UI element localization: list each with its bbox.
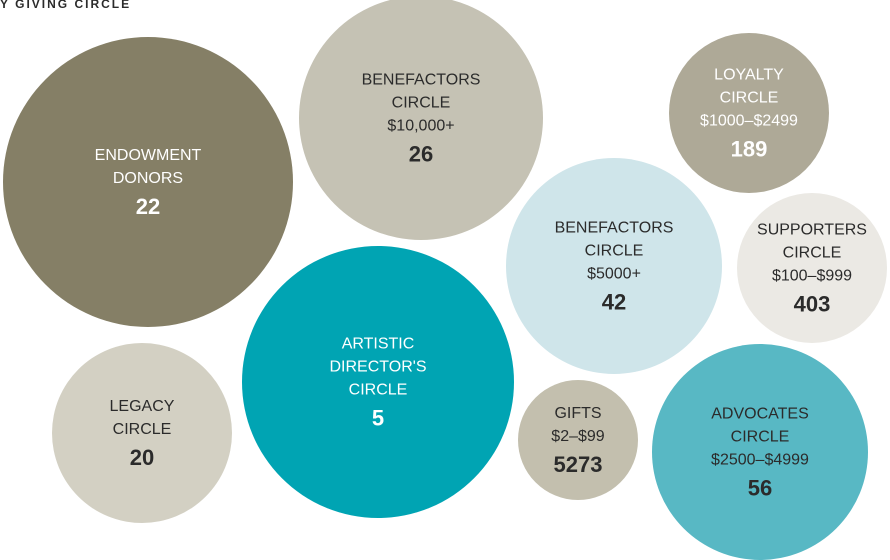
bubble-circle [242,246,514,518]
bubble-label: DIRECTOR'S [330,359,427,376]
bubble-label: LEGACY [110,398,175,415]
bubble-label: ENDOWMENT [95,147,202,164]
bubble-label: CIRCLE [349,382,408,399]
bubble: BENEFACTORS CIRCLE $5000+ 42 [506,158,722,374]
bubble-label: GIFTS [554,405,601,422]
bubble-label: $5000+ [587,266,641,283]
bubble: LEGACY CIRCLE 20 [52,343,232,523]
bubble-count: 42 [602,289,626,314]
bubble-count: 403 [794,291,831,316]
bubble-label: CIRCLE [585,243,644,260]
bubble: LOYALTY CIRCLE $1000–$2499 189 [669,33,829,193]
bubble-count: 189 [731,136,768,161]
bubble-circle [3,37,293,327]
bubble-label: CIRCLE [113,421,172,438]
bubble: SUPPORTERS CIRCLE $100–$999 403 [737,193,887,343]
bubble-count: 56 [748,475,772,500]
bubble-count: 22 [136,194,160,219]
title: Y GIVING CIRCLE [0,0,131,11]
bubble-label: ADVOCATES [711,406,809,423]
bubble: BENEFACTORS CIRCLE $10,000+ 26 [299,0,543,240]
bubble-label: $2500–$4999 [711,452,809,469]
bubble-label: ARTISTIC [342,336,415,353]
bubble-label: $10,000+ [387,118,454,135]
bubble: GIFTS $2–$99 5273 [518,380,638,500]
bubble-label: SUPPORTERS [757,222,867,239]
bubble-label: CIRCLE [720,90,779,107]
bubble: ADVOCATES CIRCLE $2500–$4999 56 [652,344,868,560]
bubble: ENDOWMENT DONORS 22 [3,37,293,327]
bubble-label: CIRCLE [392,95,451,112]
bubble-label: LOYALTY [714,67,784,84]
bubble-circle [299,0,543,240]
bubble: ARTISTIC DIRECTOR'S CIRCLE 5 [242,246,514,518]
bubble-label: $1000–$2499 [700,113,798,130]
bubble-label: $100–$999 [772,268,852,285]
bubble-circle [52,343,232,523]
bubble-circle [518,380,638,500]
bubble-label: CIRCLE [731,429,790,446]
bubble-label: BENEFACTORS [362,72,481,89]
bubble-circle [737,193,887,343]
bubble-count: 20 [130,445,154,470]
bubble-count: 5 [372,405,384,430]
bubble-circle [506,158,722,374]
bubble-circle [669,33,829,193]
bubble-label: BENEFACTORS [555,220,674,237]
bubble-count: 26 [409,141,433,166]
bubble-label: CIRCLE [783,245,842,262]
bubble-circle [652,344,868,560]
bubble-label: $2–$99 [551,428,604,445]
bubble-label: DONORS [113,170,183,187]
bubble-count: 5273 [554,452,603,477]
